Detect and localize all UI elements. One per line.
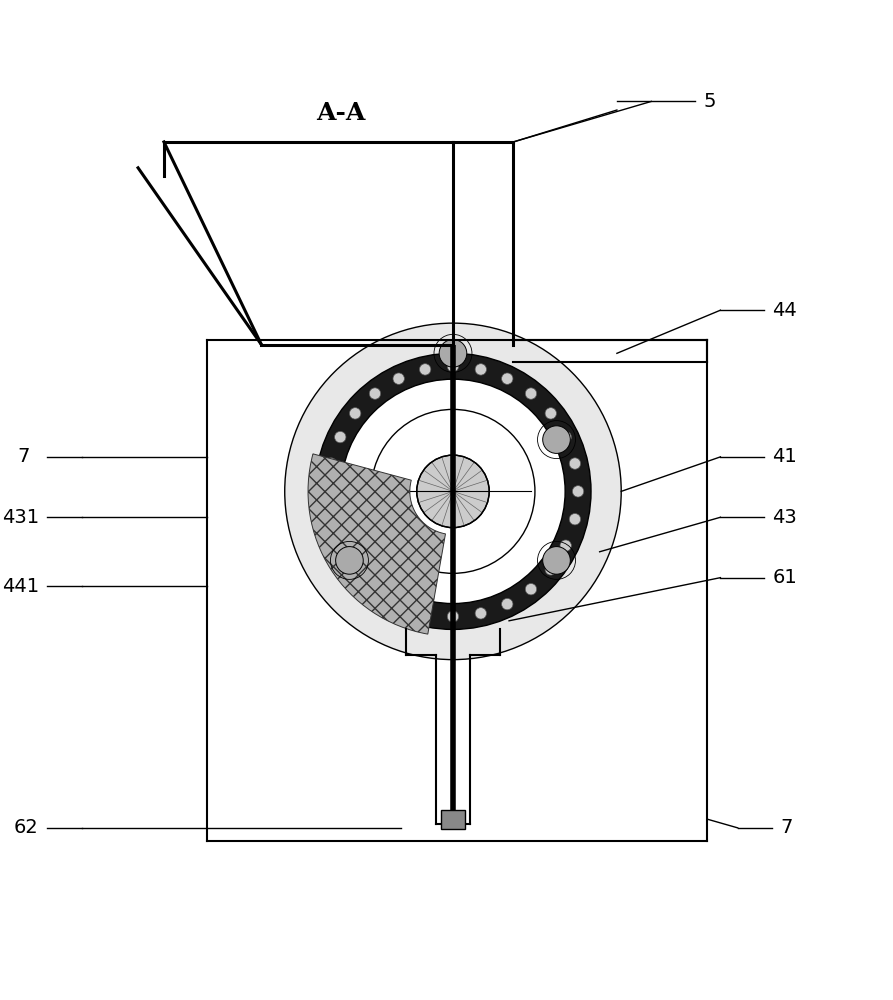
Text: 431: 431	[2, 508, 38, 527]
Circle shape	[315, 353, 591, 629]
Circle shape	[569, 458, 580, 469]
Circle shape	[502, 373, 513, 384]
Circle shape	[569, 514, 580, 525]
Circle shape	[543, 426, 571, 453]
Circle shape	[475, 364, 487, 375]
Circle shape	[439, 340, 467, 367]
Circle shape	[545, 564, 556, 575]
Text: 7: 7	[780, 818, 793, 837]
Bar	[441, 810, 465, 829]
Text: 61: 61	[772, 568, 797, 587]
Circle shape	[335, 431, 346, 443]
Circle shape	[341, 379, 565, 604]
Circle shape	[420, 608, 430, 619]
Text: 441: 441	[2, 577, 38, 596]
Circle shape	[393, 598, 405, 610]
Circle shape	[370, 583, 380, 595]
Circle shape	[325, 458, 337, 469]
Circle shape	[325, 514, 337, 525]
Circle shape	[417, 455, 489, 528]
Circle shape	[545, 408, 556, 419]
Circle shape	[525, 583, 537, 595]
Wedge shape	[308, 454, 446, 634]
Text: 41: 41	[772, 447, 797, 466]
Circle shape	[447, 611, 459, 622]
Circle shape	[335, 540, 346, 551]
Text: 62: 62	[14, 818, 38, 837]
Circle shape	[420, 364, 430, 375]
Text: 5: 5	[703, 92, 715, 111]
Circle shape	[502, 598, 513, 610]
Circle shape	[370, 388, 380, 399]
Circle shape	[572, 486, 584, 497]
Text: 44: 44	[772, 301, 797, 320]
Circle shape	[560, 540, 572, 551]
Text: A-A: A-A	[316, 101, 365, 125]
Circle shape	[371, 409, 535, 573]
Circle shape	[349, 408, 361, 419]
Circle shape	[322, 486, 334, 497]
Circle shape	[393, 373, 405, 384]
Text: 43: 43	[772, 508, 797, 527]
Text: 7: 7	[18, 447, 30, 466]
Circle shape	[475, 608, 487, 619]
Circle shape	[336, 547, 363, 574]
Circle shape	[525, 388, 537, 399]
Circle shape	[560, 431, 572, 443]
Circle shape	[543, 547, 571, 574]
Circle shape	[447, 361, 459, 372]
Circle shape	[349, 564, 361, 575]
Circle shape	[285, 323, 622, 660]
